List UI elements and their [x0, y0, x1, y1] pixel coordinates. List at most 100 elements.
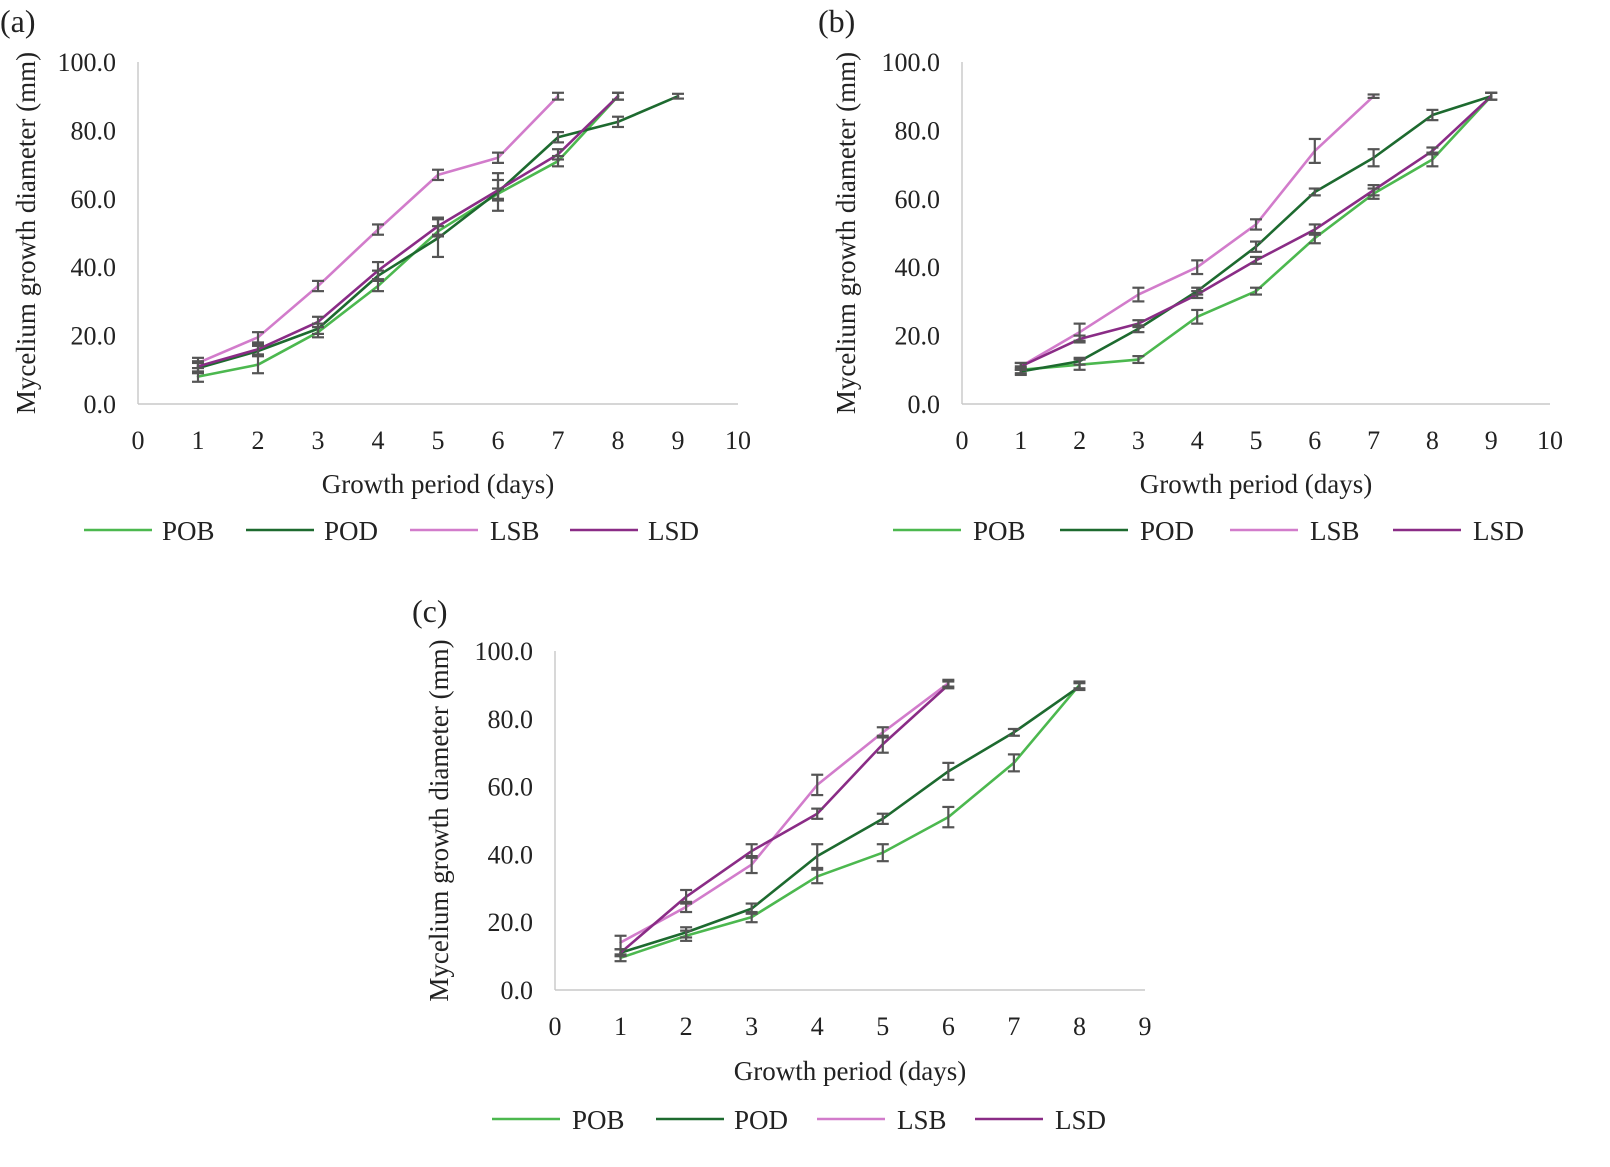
legend-item-pob: POB	[84, 516, 215, 546]
error-bar-lsd	[1132, 319, 1145, 329]
legend-item-pod: POD	[246, 516, 378, 546]
error-bar-pob	[876, 843, 889, 863]
panel-label: (b)	[818, 3, 855, 39]
x-tick-label: 3	[312, 426, 325, 455]
legend-label: LSD	[1055, 1105, 1106, 1135]
x-tick-label: 1	[192, 426, 205, 455]
error-bar-lsb	[811, 773, 824, 797]
error-bar-lsb	[372, 223, 384, 236]
x-axis-title: Growth period (days)	[734, 1056, 966, 1086]
x-axis-title: Growth period (days)	[322, 469, 554, 499]
y-tick-label: 80.0	[71, 116, 117, 145]
x-tick-label: 1	[614, 1012, 627, 1041]
error-bar-pob	[1191, 308, 1204, 325]
error-bar-lsd	[1426, 146, 1439, 156]
legend-item-pob: POB	[492, 1105, 625, 1135]
error-bar-pod	[552, 131, 564, 144]
legend-item-lsd: LSD	[975, 1105, 1106, 1135]
error-bar-pod	[745, 902, 758, 915]
panel-label: (c)	[412, 593, 448, 629]
series-line-lsb	[1019, 94, 1375, 368]
x-tick-label: 9	[1139, 1012, 1152, 1041]
legend-label: POD	[324, 516, 378, 546]
legend-item-lsb: LSB	[410, 516, 540, 546]
error-bar-lsb	[312, 279, 324, 293]
x-tick-label: 6	[1308, 426, 1321, 455]
error-bar-lsb	[552, 91, 564, 101]
legend-item-pob: POB	[893, 516, 1026, 546]
error-bar-lsd	[372, 260, 384, 281]
error-bar-pob	[942, 805, 955, 829]
y-tick-label: 20.0	[71, 322, 117, 351]
x-tick-label: 10	[725, 426, 751, 455]
error-bar-lsd	[312, 315, 324, 329]
error-bar-lsd	[1014, 361, 1027, 371]
error-bar-lsb	[1367, 93, 1380, 100]
x-tick-label: 0	[132, 426, 145, 455]
error-bar-lsd	[680, 888, 693, 905]
x-tick-label: 5	[1250, 426, 1263, 455]
x-tick-label: 4	[1191, 426, 1204, 455]
y-tick-label: 40.0	[71, 253, 117, 282]
error-bar-pod	[680, 926, 693, 939]
x-tick-label: 4	[372, 426, 385, 455]
y-tick-label: 0.0	[501, 976, 534, 1005]
x-tick-label: 8	[1073, 1012, 1086, 1041]
x-tick-label: 6	[942, 1012, 955, 1041]
error-bar-pod	[1073, 682, 1086, 692]
error-bar-lsd	[432, 216, 444, 236]
error-bar-lsd	[1485, 91, 1498, 101]
x-tick-label: 5	[876, 1012, 889, 1041]
x-tick-label: 7	[552, 426, 565, 455]
error-bar-pod	[612, 115, 624, 129]
y-tick-label: 40.0	[488, 840, 534, 869]
error-bar-pod	[942, 761, 955, 781]
error-bar-lsb	[1308, 137, 1321, 164]
x-tick-label: 8	[1426, 426, 1439, 455]
series-line-pob	[619, 683, 1081, 960]
error-bar-pob	[1132, 355, 1145, 365]
error-bar-pob	[811, 868, 824, 885]
series-line-pob	[196, 94, 620, 378]
y-axis-title: Mycelium growth diameter (mm)	[831, 52, 861, 414]
legend-label: LSD	[1473, 516, 1524, 546]
x-tick-label: 0	[956, 426, 969, 455]
series-line-pob	[1019, 94, 1493, 372]
series-line-pod	[1019, 94, 1493, 373]
y-tick-label: 0.0	[84, 390, 117, 419]
error-bar-lsd	[612, 91, 624, 101]
error-bar-pod	[811, 843, 824, 870]
chart-panel-b: (b) 0.0 20.0 40.0 60.0 80.0 100.0 0 1 2 3 4 5 6 7 8 9 10 G…	[818, 3, 1563, 546]
y-tick-label: 0.0	[908, 390, 941, 419]
x-tick-label: 7	[1007, 1012, 1020, 1041]
legend-item-lsd: LSD	[570, 516, 699, 546]
error-bar-lsb	[1132, 286, 1145, 303]
error-bar-lsd	[1073, 334, 1086, 344]
error-bar-pod	[1308, 187, 1321, 197]
error-bar-lsd	[1191, 290, 1204, 300]
error-bar-pob	[1007, 753, 1020, 773]
error-bar-pod	[1007, 727, 1020, 737]
legend-label: POD	[734, 1105, 788, 1135]
error-bar-pod	[672, 92, 684, 100]
y-tick-label: 80.0	[488, 705, 534, 734]
y-tick-label: 60.0	[895, 185, 941, 214]
y-axis-title: Mycelium growth diameter (mm)	[424, 639, 454, 1001]
error-bar-lsb	[1191, 259, 1204, 276]
legend-label: LSB	[1310, 516, 1360, 546]
x-tick-label: 2	[680, 1012, 693, 1041]
y-tick-label: 100.0	[475, 637, 534, 666]
error-bar-pob	[1250, 286, 1262, 296]
error-bar-lsb	[432, 168, 444, 182]
error-bar-lsd	[192, 360, 204, 373]
x-tick-label: 3	[745, 1012, 758, 1041]
x-tick-label: 10	[1537, 426, 1563, 455]
legend-label: POB	[162, 516, 215, 546]
error-bar-lsd	[1308, 223, 1321, 236]
x-tick-label: 8	[612, 426, 625, 455]
error-bar-lsd	[745, 843, 758, 859]
error-bar-lsd	[252, 343, 264, 356]
error-bar-lsd	[1250, 255, 1262, 265]
series-line-lsd	[196, 94, 620, 368]
